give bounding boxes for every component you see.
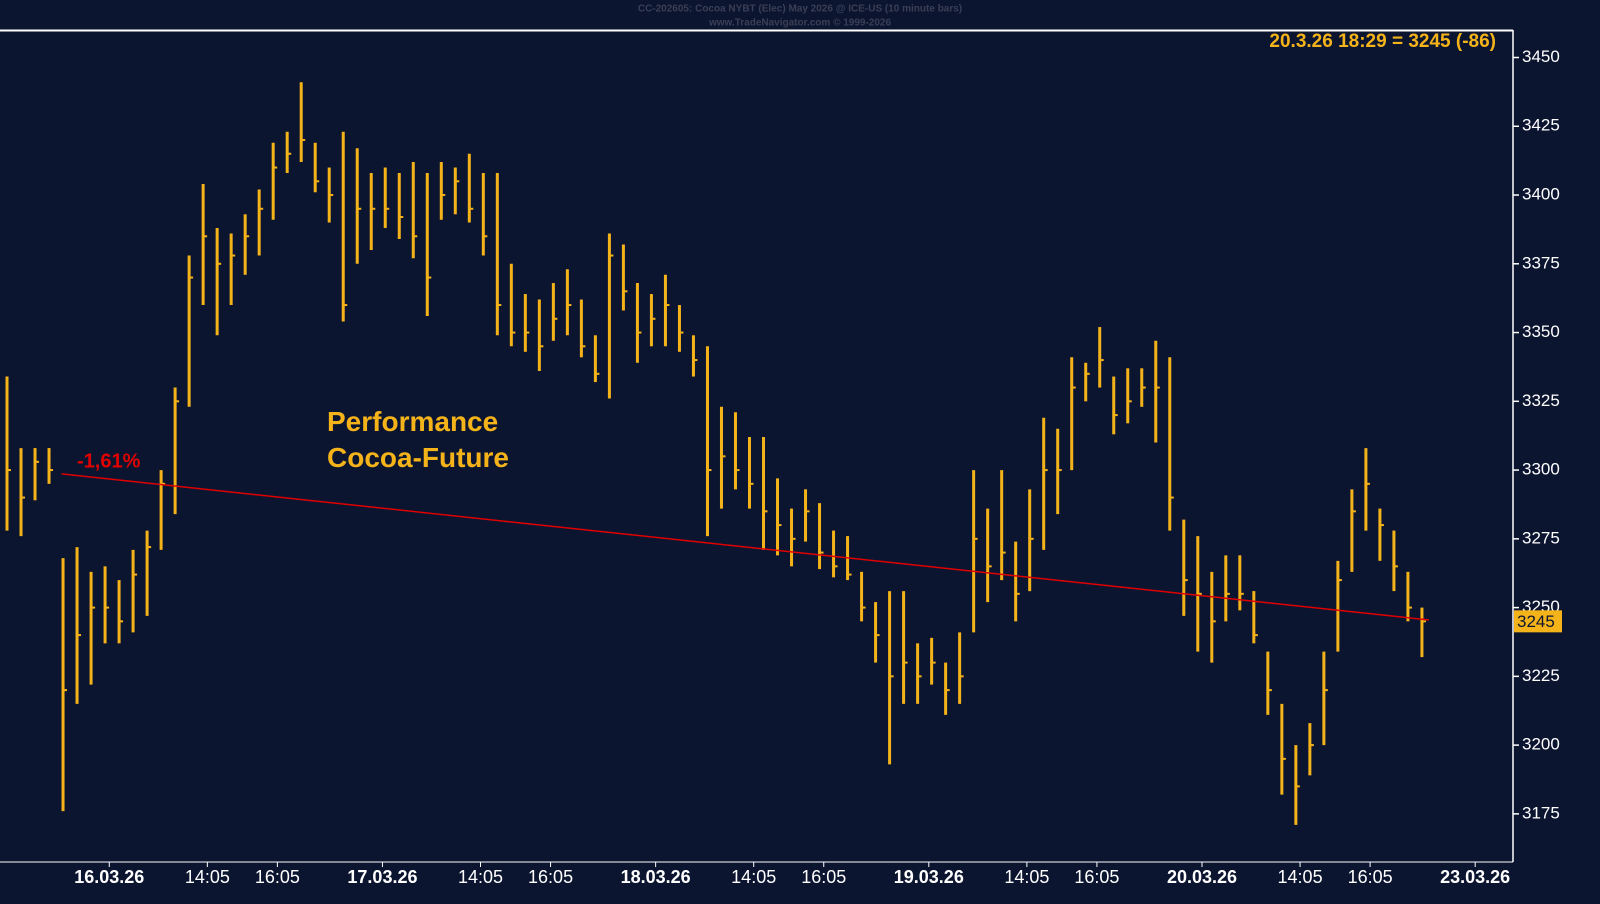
last-price-tag: [1514, 610, 1562, 633]
x-tick-label: 16:05: [1074, 867, 1119, 887]
x-tick-label: 16.03.26: [74, 867, 144, 887]
chart-subtitle: www.TradeNavigator.com © 1999-2026: [708, 18, 892, 29]
x-tick-label: 18.03.26: [621, 867, 691, 887]
y-tick-label: 3275: [1522, 528, 1560, 547]
y-tick-label: 3200: [1522, 735, 1560, 754]
x-tick-label: 14:05: [1278, 867, 1323, 887]
y-tick-label: 3300: [1522, 460, 1560, 479]
x-tick-label: 14:05: [731, 867, 776, 887]
chart-title: CC-202605: Cocoa NYBT (Elec) May 2026 @ …: [638, 4, 962, 15]
x-tick-label: 14:05: [185, 867, 230, 887]
x-tick-label: 16:05: [255, 867, 300, 887]
x-tick-label: 16:05: [1348, 867, 1393, 887]
x-tick-label: 16:05: [801, 867, 846, 887]
x-tick-label: 20.03.26: [1167, 867, 1237, 887]
last-quote-header: 20.3.26 18:29 = 3245 (-86): [1269, 31, 1496, 52]
y-tick-label: 3375: [1522, 253, 1560, 272]
x-tick-label: 14:05: [458, 867, 503, 887]
y-tick-label: 3400: [1522, 185, 1560, 204]
trend-label: -1,61%: [77, 450, 141, 472]
y-tick-label: 3450: [1522, 47, 1560, 66]
x-tick-label: 23.03.26: [1440, 867, 1510, 887]
x-tick-label: 19.03.26: [894, 867, 964, 887]
trend-line: [61, 473, 1430, 621]
y-tick-label: 3425: [1522, 116, 1560, 135]
last-price-label: 3245: [1517, 612, 1555, 631]
y-tick-label: 3225: [1522, 666, 1560, 685]
y-tick-label: 3175: [1522, 803, 1560, 822]
x-tick-label: 14:05: [1004, 867, 1049, 887]
x-tick-label: 17.03.26: [347, 867, 417, 887]
y-tick-label: 3325: [1522, 391, 1560, 410]
annotation: Performance Cocoa-Future: [327, 406, 509, 473]
x-tick-label: 16:05: [528, 867, 573, 887]
y-tick-label: 3350: [1522, 322, 1560, 341]
